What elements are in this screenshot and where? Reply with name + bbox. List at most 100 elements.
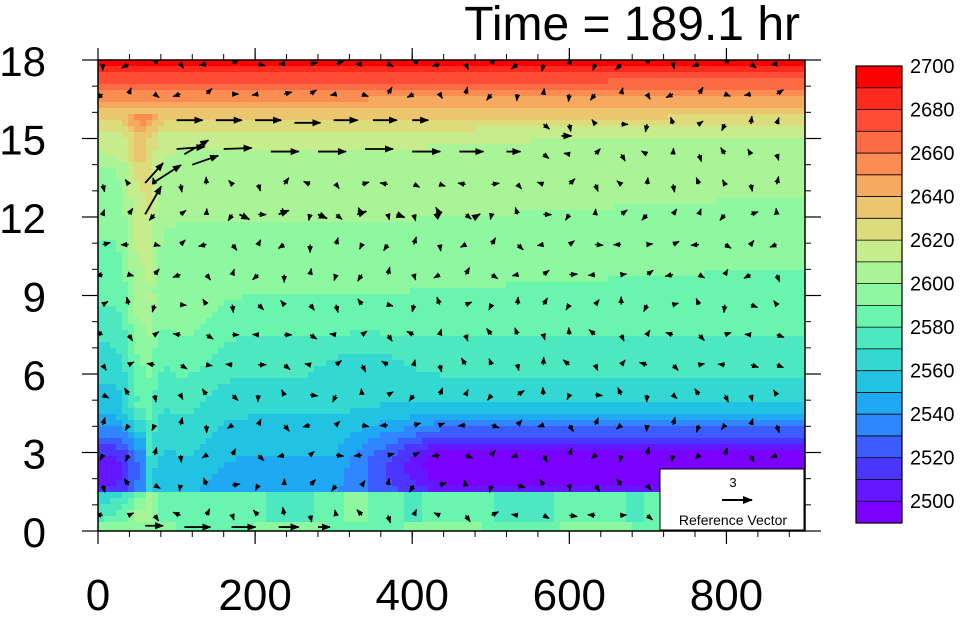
wind-vector-small xyxy=(206,333,214,340)
wind-vector-small xyxy=(333,181,340,190)
wind-vector-small xyxy=(464,514,471,523)
wind-vector-small xyxy=(486,93,493,101)
wind-vector-small xyxy=(205,362,213,368)
wind-vector-small xyxy=(463,62,469,70)
wind-vector-small xyxy=(436,244,443,252)
wind-vector-small xyxy=(126,512,135,519)
wind-vector-small xyxy=(101,392,110,399)
wind-vector-small xyxy=(696,208,702,216)
wind-vector-small xyxy=(536,241,545,248)
wind-vector-small xyxy=(127,361,135,368)
wind-vector-small xyxy=(280,300,287,308)
wind-vector-small xyxy=(310,392,319,398)
wind-vector-small xyxy=(381,360,389,367)
colorbar-label: 2620 xyxy=(910,230,955,252)
wind-vector-small xyxy=(619,271,628,278)
wind-vector-small xyxy=(566,123,573,133)
wind-vector-small xyxy=(433,272,441,279)
wind-vector-small xyxy=(671,363,679,371)
wind-vector-small xyxy=(696,153,703,163)
x-tick-label: 800 xyxy=(690,571,763,618)
wind-vector-small xyxy=(282,177,290,185)
wind-vector-small xyxy=(665,92,674,99)
wind-vector-small xyxy=(769,242,777,248)
wind-vector-small xyxy=(563,151,571,158)
wind-vector-small xyxy=(717,362,725,368)
wind-vector-small xyxy=(569,512,578,519)
wind-vector-small xyxy=(385,515,392,524)
wind-vector-small xyxy=(487,393,494,401)
wind-vector-small xyxy=(593,417,599,426)
wind-vector-small xyxy=(379,422,388,428)
wind-vector-small xyxy=(517,390,525,397)
wind-vector-small xyxy=(510,62,518,70)
wind-vector-small xyxy=(385,266,391,275)
wind-vector-small xyxy=(691,61,700,68)
wind-vector-small xyxy=(228,179,236,187)
wind-vector-small xyxy=(180,363,188,370)
heatmap-field xyxy=(98,60,805,531)
wind-vector-small xyxy=(589,93,597,101)
wind-vector-small xyxy=(101,300,109,308)
colorbar-swatch xyxy=(856,457,902,480)
wind-vector-small xyxy=(463,479,469,488)
wind-vector-small xyxy=(177,455,184,463)
wind-vector-small xyxy=(460,357,468,366)
wind-vector-small xyxy=(748,184,754,193)
wind-vector-small xyxy=(283,90,293,97)
wind-vector-small xyxy=(435,206,442,215)
wind-vector-small xyxy=(177,61,185,69)
y-tick-label: 0 xyxy=(23,509,46,556)
colorbar-swatch xyxy=(856,414,902,437)
wind-vector-small xyxy=(359,480,366,488)
wind-vector-small xyxy=(205,87,213,95)
wind-vector-small xyxy=(488,485,494,493)
wind-vector-small xyxy=(462,389,469,397)
wind-vector-small xyxy=(335,60,345,67)
wind-vector-small xyxy=(644,483,652,491)
wind-vector-small xyxy=(333,237,339,245)
wind-vector-small xyxy=(671,302,680,308)
wind-vector-small xyxy=(436,296,442,305)
wind-vector-small xyxy=(333,273,339,282)
wind-vector-small xyxy=(697,86,704,95)
wind-vector-small xyxy=(277,242,286,249)
wind-vector-small xyxy=(408,394,416,402)
wind-vector xyxy=(223,144,253,152)
colorbar-swatch xyxy=(856,392,902,415)
wind-vector-small xyxy=(332,394,338,403)
wind-vector-small xyxy=(359,387,365,396)
wind-vector-small xyxy=(593,184,599,192)
wind-vector-small xyxy=(665,331,674,338)
wind-vector-small xyxy=(412,181,421,188)
wind-vector-small xyxy=(232,482,241,488)
wind-vector-small xyxy=(517,483,526,489)
colorbar-frame xyxy=(855,65,903,524)
wind-vector-small xyxy=(644,123,650,133)
wind-vector-small xyxy=(203,477,209,486)
wind-vectors xyxy=(98,60,785,531)
y-axis: 0 3 6 9 12 15 18 xyxy=(0,38,821,556)
wind-vector-small xyxy=(670,416,677,426)
colorbar-swatch xyxy=(856,283,902,306)
wind-vector-small xyxy=(276,452,285,458)
wind-vector-small xyxy=(618,455,624,463)
reference-vector-box: 3 Reference Vector xyxy=(659,468,805,531)
wind-vector-small xyxy=(126,87,132,95)
wind-vector-small xyxy=(302,422,311,429)
wind-vector-small xyxy=(670,392,678,400)
wind-vector-small xyxy=(615,422,624,430)
wind-vector-small xyxy=(204,508,211,516)
wind-vector-small xyxy=(696,120,704,128)
colorbar-swatch xyxy=(856,305,902,328)
wind-vector-small xyxy=(724,331,732,338)
wind-vector-small xyxy=(568,178,576,186)
wind-vector-small xyxy=(749,61,757,69)
wind-vector-small xyxy=(412,451,420,458)
wind-vector-small xyxy=(774,153,780,162)
reference-vector-label: Reference Vector xyxy=(679,512,788,528)
wind-vector xyxy=(238,212,251,221)
wind-vector-small xyxy=(329,91,338,97)
wind-vector-small xyxy=(410,273,417,281)
wind-vector-small xyxy=(750,302,759,309)
